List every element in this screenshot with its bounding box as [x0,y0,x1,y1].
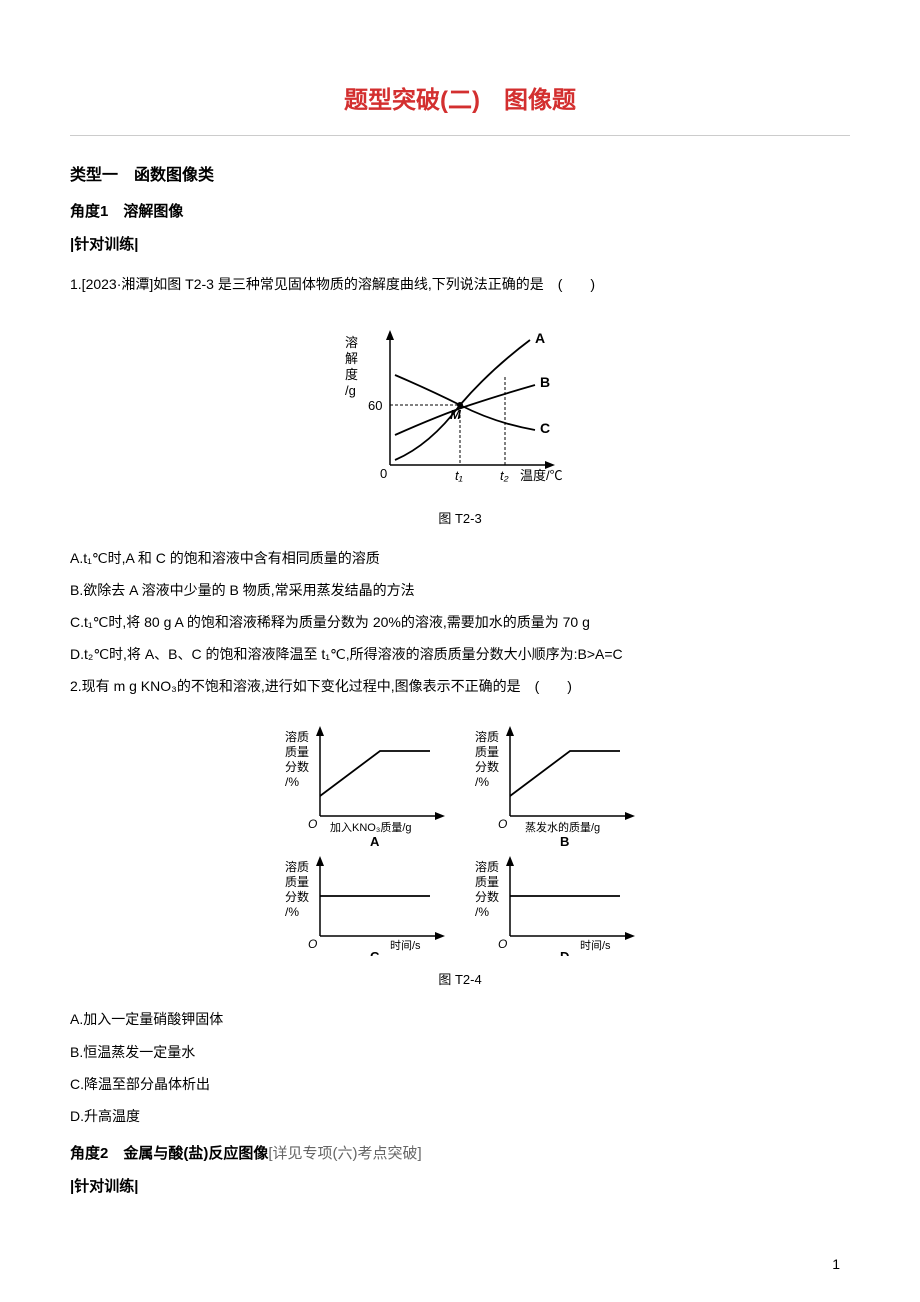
svg-text:加入KNO₃质量/g: 加入KNO₃质量/g [330,821,412,834]
question-2-prompt: 2.现有 m g KNO₃的不饱和溶液,进行如下变化过程中,图像表示不正确的是 … [70,671,850,702]
curve-b [395,385,535,435]
page-number: 1 [832,1256,840,1272]
svg-text:D: D [560,949,569,956]
y-axis-label-1: 溶 [345,335,358,350]
panel-b: 溶质 质量 分数 /% O 蒸发水的质量/g B [475,726,635,849]
figure-t2-4-caption: 图 T2-4 [70,969,850,988]
svg-text:分数: 分数 [285,759,309,774]
figure-t2-3-wrap: 溶 解 度 /g 60 0 A B C M t₁ t₂ 温度/℃ 图 T2-3 [70,315,850,527]
angle2-heading: 角度2 金属与酸(盐)反应图像[详见专项(六)考点突破] [70,1142,850,1163]
svg-text:溶质: 溶质 [285,859,309,874]
svg-text:/g: /g [345,383,356,398]
angle2-note: [详见专项(六)考点突破] [268,1145,421,1162]
x-axis-label: 温度/℃ [520,468,563,483]
svg-text:蒸发水的质量/g: 蒸发水的质量/g [525,820,600,834]
svg-text:/%: /% [475,775,489,789]
svg-text:O: O [308,937,317,951]
svg-text:溶质: 溶质 [285,729,309,744]
x-tick-t1: t₁ [455,468,463,483]
y-tick-60: 60 [368,398,382,413]
target-practice-2: |针对训练| [70,1175,850,1196]
q1-option-d: D.t₂℃时,将 A、B、C 的饱和溶液降温至 t₁℃,所得溶液的溶质质量分数大… [70,638,850,670]
origin-label: 0 [380,466,387,481]
svg-text:分数: 分数 [475,759,499,774]
svg-text:溶质: 溶质 [475,729,499,744]
series-b-label: B [540,374,550,390]
q1-option-b: B.欲除去 A 溶液中少量的 B 物质,常采用蒸发结晶的方法 [70,574,850,606]
svg-text:质量: 质量 [475,745,499,759]
target-practice-1: |针对训练| [70,233,850,254]
svg-text:分数: 分数 [285,889,309,904]
type-heading: 类型一 函数图像类 [70,161,850,185]
svg-text:/%: /% [285,905,299,919]
curve-a [395,340,530,460]
x-tick-t2: t₂ [500,468,509,483]
figure-t2-4-wrap: 溶质 质量 分数 /% O 加入KNO₃质量/g A 溶质 质量 分数 /% O… [70,716,850,988]
series-c-label: C [540,420,550,436]
question-1-prompt: 1.[2023·湘潭]如图 T2-3 是三种常见固体物质的溶解度曲线,下列说法正… [70,269,850,300]
figure-t2-3-chart: 溶 解 度 /g 60 0 A B C M t₁ t₂ 温度/℃ [330,315,590,495]
curve-c [395,375,535,430]
svg-text:O: O [498,937,507,951]
q1-option-a: A.t₁℃时,A 和 C 的饱和溶液中含有相同质量的溶质 [70,542,850,574]
svg-text:O: O [498,817,507,831]
panel-c: 溶质 质量 分数 /% O 时间/s C [285,856,445,956]
svg-text:质量: 质量 [285,745,309,759]
svg-text:分数: 分数 [475,889,499,904]
page-title: 题型突破(二) 图像题 [70,80,850,115]
svg-text:O: O [308,817,317,831]
svg-text:溶质: 溶质 [475,859,499,874]
svg-text:度: 度 [345,367,358,382]
q2-option-d: D.升高温度 [70,1100,850,1132]
svg-text:C: C [370,949,380,956]
series-a-label: A [535,330,545,346]
angle1-heading: 角度1 溶解图像 [70,200,850,221]
q2-option-c: C.降温至部分晶体析出 [70,1068,850,1100]
svg-text:/%: /% [475,905,489,919]
svg-text:时间/s: 时间/s [580,939,611,952]
point-m-label: M [450,407,462,422]
figure-t2-3-caption: 图 T2-3 [70,508,850,527]
svg-text:质量: 质量 [285,875,309,889]
q1-option-c: C.t₁℃时,将 80 g A 的饱和溶液稀释为质量分数为 20%的溶液,需要加… [70,606,850,638]
panel-d: 溶质 质量 分数 /% O 时间/s D [475,856,635,956]
figure-t2-4-charts: 溶质 质量 分数 /% O 加入KNO₃质量/g A 溶质 质量 分数 /% O… [270,716,650,956]
svg-text:质量: 质量 [475,875,499,889]
q2-option-b: B.恒温蒸发一定量水 [70,1036,850,1068]
q2-option-a: A.加入一定量硝酸钾固体 [70,1003,850,1035]
panel-a: 溶质 质量 分数 /% O 加入KNO₃质量/g A [285,726,445,849]
svg-text:B: B [560,834,569,849]
svg-text:解: 解 [345,351,358,366]
svg-text:/%: /% [285,775,299,789]
divider [70,135,850,136]
svg-text:A: A [370,834,380,849]
svg-text:时间/s: 时间/s [390,939,421,952]
